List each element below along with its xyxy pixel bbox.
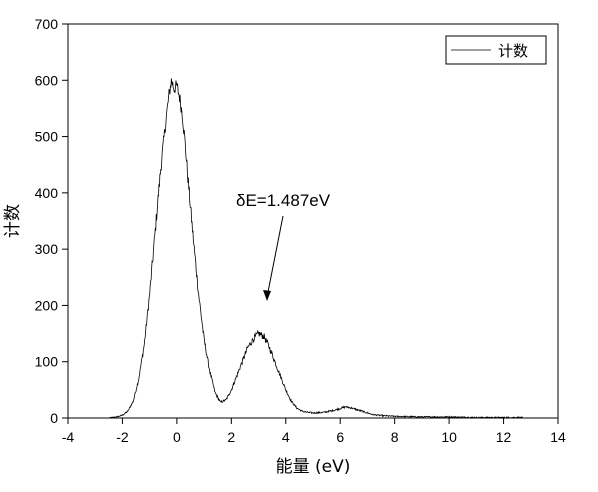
y-tick-label: 500 bbox=[35, 129, 59, 145]
y-tick-label: 600 bbox=[35, 72, 59, 88]
x-tick-label: 6 bbox=[336, 429, 344, 445]
y-tick-label: 0 bbox=[50, 410, 58, 426]
x-tick-label: 14 bbox=[550, 429, 566, 445]
legend-label: 计数 bbox=[498, 42, 528, 60]
x-axis-title: 能量 (eV) bbox=[276, 457, 351, 477]
x-tick-label: 0 bbox=[173, 429, 181, 445]
x-tick-label: 12 bbox=[496, 429, 512, 445]
legend: 计数 bbox=[445, 35, 547, 65]
y-tick-label: 400 bbox=[35, 185, 59, 201]
x-axis-ticks: -4 -2 0 2 4 6 8 10 12 14 bbox=[62, 418, 566, 445]
plot-frame bbox=[67, 23, 559, 419]
y-tick-label: 300 bbox=[35, 241, 59, 257]
x-tick-label: 4 bbox=[282, 429, 290, 445]
x-tick-label: -2 bbox=[116, 429, 129, 445]
annotation-arrow bbox=[266, 215, 284, 298]
y-tick-label: 200 bbox=[35, 297, 59, 313]
annotation-arrowhead bbox=[263, 290, 271, 301]
x-tick-label: 2 bbox=[227, 429, 235, 445]
annotation-label: δE=1.487eV bbox=[236, 191, 331, 210]
x-tick-label: -4 bbox=[62, 429, 75, 445]
y-axis-ticks: 0 100 200 300 400 500 600 700 bbox=[35, 16, 68, 426]
y-axis-title: 计数 bbox=[3, 204, 23, 238]
x-tick-label: 10 bbox=[441, 429, 457, 445]
y-tick-label: 100 bbox=[35, 354, 59, 370]
y-tick-label: 700 bbox=[35, 16, 59, 32]
series-line bbox=[108, 78, 523, 419]
x-tick-label: 8 bbox=[391, 429, 399, 445]
